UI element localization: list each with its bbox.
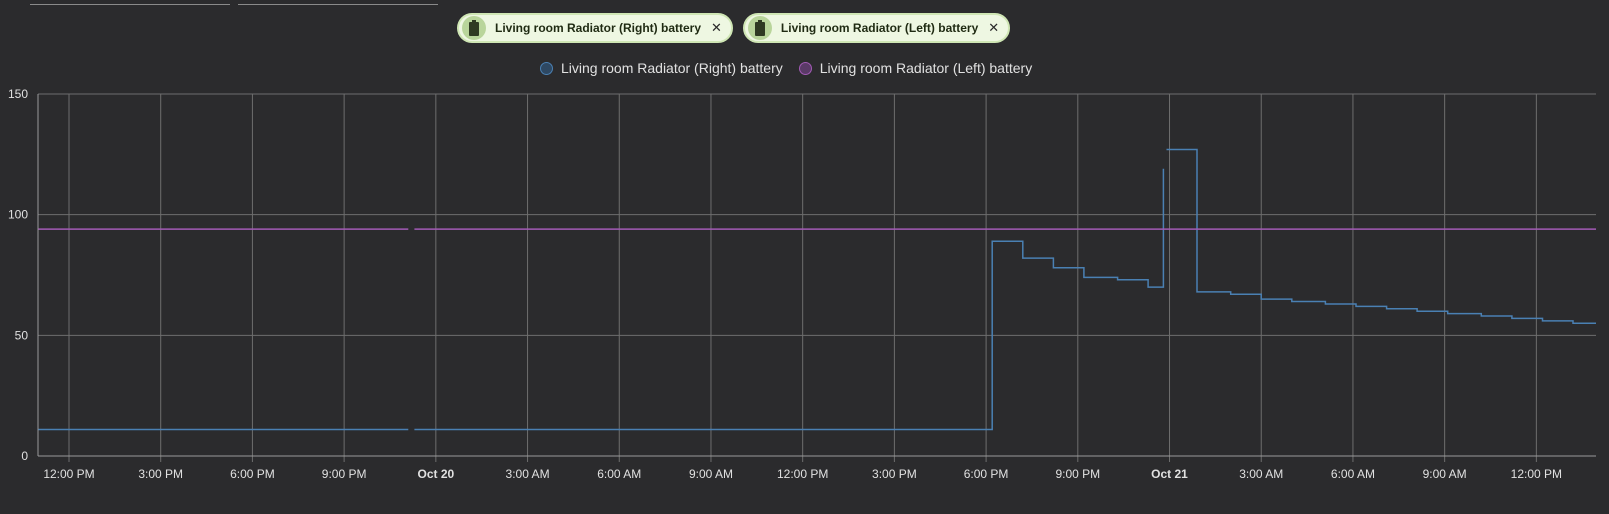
x-tick-label: 3:00 AM (506, 467, 550, 481)
y-tick-label: 50 (15, 328, 29, 342)
x-tick-label: Oct 20 (417, 467, 454, 481)
legend-label-left: Living room Radiator (Left) battery (819, 60, 1033, 76)
input-underline-left (30, 4, 230, 5)
x-tick-label: 3:00 AM (1239, 467, 1283, 481)
entity-chip-left-battery[interactable]: Living room Radiator (Left) battery ✕ (742, 13, 1011, 43)
x-tick-label: 6:00 PM (230, 467, 275, 481)
entity-chip-list: Living room Radiator (Right) battery ✕ L… (457, 13, 1011, 43)
x-tick-label: 6:00 AM (597, 467, 641, 481)
legend-swatch-left (798, 61, 812, 75)
legend-label-right: Living room Radiator (Right) battery (561, 60, 783, 76)
x-tick-label: 9:00 PM (322, 467, 367, 481)
x-tick-label: 9:00 PM (1055, 467, 1100, 481)
y-tick-label: 0 (21, 449, 28, 463)
x-tick-label: 3:00 PM (138, 467, 183, 481)
x-tick-label: 3:00 PM (872, 467, 917, 481)
chart-legend: Living room Radiator (Right) battery Liv… (540, 60, 1032, 76)
series-line-right (414, 168, 1165, 431)
series-line-right (1166, 148, 1596, 325)
close-icon[interactable]: ✕ (988, 20, 1000, 35)
close-icon[interactable]: ✕ (711, 20, 722, 35)
x-tick-label: 9:00 AM (689, 467, 733, 481)
legend-swatch-right (540, 61, 553, 75)
x-tick-label: 9:00 AM (1423, 467, 1467, 481)
entity-chip-label: Living room Radiator (Right) battery (495, 21, 702, 35)
x-tick-label: Oct 21 (1151, 467, 1188, 481)
battery-icon (747, 16, 772, 40)
battery-icon (462, 16, 486, 40)
y-tick-label: 100 (8, 208, 28, 222)
x-tick-label: 6:00 PM (964, 467, 1009, 481)
x-tick-label: 12:00 PM (1511, 467, 1562, 481)
entity-chip-label: Living room Radiator (Left) battery (780, 21, 979, 35)
input-underline-right (238, 4, 438, 5)
legend-item-right[interactable]: Living room Radiator (Right) battery (540, 60, 783, 76)
x-tick-label: 12:00 PM (777, 467, 828, 481)
x-tick-label: 6:00 AM (1331, 467, 1375, 481)
entity-chip-right-battery[interactable]: Living room Radiator (Right) battery ✕ (457, 13, 733, 43)
y-tick-label: 150 (8, 87, 28, 101)
x-tick-label: 12:00 PM (43, 467, 94, 481)
legend-item-left[interactable]: Living room Radiator (Left) battery (798, 60, 1033, 76)
